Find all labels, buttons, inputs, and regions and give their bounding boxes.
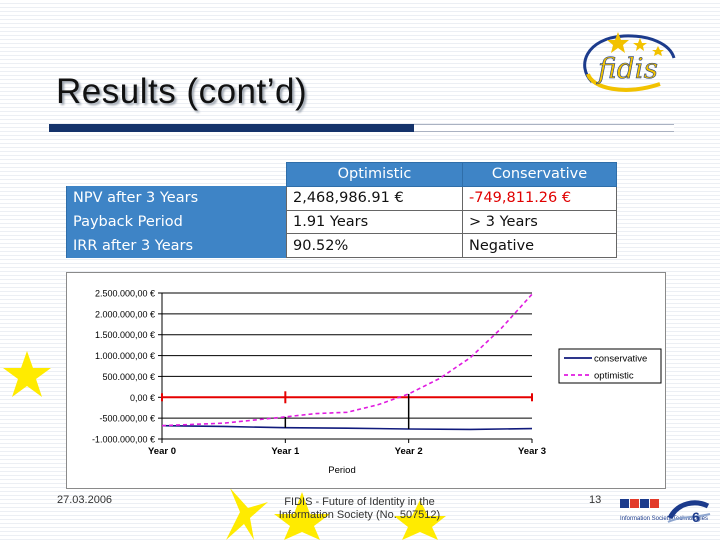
x-tick-label: Year 2	[395, 446, 423, 457]
page-number: 13	[589, 494, 602, 506]
legend-label-conservative: conservative	[594, 354, 647, 365]
svg-text:6: 6	[692, 509, 700, 525]
chart-svg: 2.500.000,00 € 2.000.000,00 € 1.500.000,00…	[92, 289, 662, 476]
ist-logo-text: Information Society Technologies	[620, 516, 708, 522]
x-tick-label: Year 1	[271, 446, 300, 457]
row-label: IRR after 3 Years	[66, 233, 287, 258]
npv-chart: 2.500.000,00 € 2.000.000,00 € 1.500.000,00…	[66, 272, 666, 489]
legend-label-optimistic: optimistic	[594, 371, 634, 382]
x-axis-label: Period	[328, 465, 355, 476]
y-tick-label: 2.500.000,00 €	[95, 289, 155, 299]
y-tick-label: -500.000,00 €	[99, 414, 155, 424]
cell-optimistic: 1.91 Years	[286, 209, 463, 235]
header-optimistic: Optimistic	[286, 162, 463, 187]
logo-text: fidis	[596, 52, 658, 85]
header-conservative: Conservative	[462, 162, 617, 187]
y-tick-label: 1.500.000,00 €	[95, 330, 155, 340]
title-underline-light	[414, 124, 674, 132]
star-decoration-bottom-right	[394, 500, 446, 540]
series-line-conservative	[161, 424, 533, 431]
cell-optimistic: 2,468,986.91 €	[286, 185, 463, 211]
ist-logo: Information Society Technologies 6	[620, 499, 711, 525]
table-row: NPV after 3 Years 2,468,986.91 € -749,81…	[66, 185, 617, 211]
cell-optimistic: 90.52%	[286, 233, 463, 258]
title-underline	[49, 124, 414, 132]
cell-conservative: -749,811.26 €	[462, 185, 617, 211]
footer-text: FIDIS - Future of Identity in the Inform…	[247, 496, 472, 522]
y-tick-label: 1.000.000,00 €	[95, 351, 155, 361]
star-decoration-left	[3, 351, 51, 397]
footer-line-1: FIDIS - Future of Identity in the	[284, 496, 435, 508]
legend-box	[558, 348, 662, 384]
table-row: IRR after 3 Years 90.52% Negative	[66, 233, 617, 258]
cell-conservative: > 3 Years	[462, 209, 617, 235]
results-table: Optimistic Conservative NPV after 3 Year…	[66, 162, 617, 258]
y-tick-label: 2.000.000,00 €	[95, 309, 155, 319]
table-corner	[67, 163, 287, 187]
fidis-logo: fidis	[583, 32, 676, 92]
x-tick-label: Year 0	[148, 446, 176, 457]
y-tick-label: 500.000,00 €	[102, 372, 155, 382]
row-label: NPV after 3 Years	[66, 186, 287, 210]
table-header-row: Optimistic Conservative	[67, 162, 617, 187]
slide-title: Results (cont’d)	[56, 72, 308, 111]
x-tick-label: Year 3	[518, 446, 546, 457]
star-decoration-bottom	[226, 488, 330, 540]
footer-date: 27.03.2006	[57, 494, 113, 506]
footer-line-2: Information Society (No. 507512)	[278, 509, 441, 521]
y-tick-label: 0,00 €	[130, 393, 155, 403]
series-line-optimistic	[161, 293, 533, 427]
y-tick-label: -1.000.000,00 €	[92, 435, 155, 445]
table-row: Payback Period 1.91 Years > 3 Years	[66, 209, 617, 235]
cell-conservative: Negative	[462, 233, 617, 258]
row-label: Payback Period	[66, 210, 287, 234]
